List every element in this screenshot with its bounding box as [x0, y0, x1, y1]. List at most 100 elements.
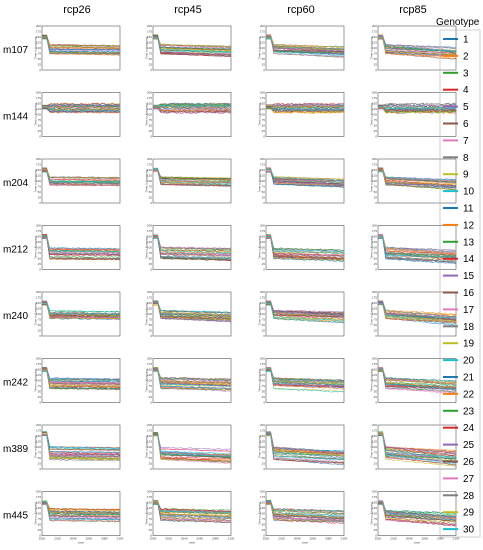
series-line-genotype-27	[42, 105, 121, 109]
x-tick-label: 2040	[70, 537, 77, 541]
legend-label: 4	[463, 85, 469, 96]
y-axis-label: Time to flowering	[370, 502, 374, 525]
series-line-genotype-1	[378, 235, 457, 253]
y-tick-label: 25	[38, 63, 42, 67]
y-tick-label: 100	[36, 246, 41, 250]
series-line-genotype-18	[42, 371, 121, 390]
series-line-genotype-23	[42, 500, 121, 516]
y-tick-label: 175	[260, 96, 265, 100]
series-line-genotype-23	[153, 102, 232, 109]
series-line-genotype-23	[42, 367, 121, 390]
series-line-genotype-29	[153, 501, 232, 517]
series-line-genotype-12	[378, 435, 457, 451]
y-tick-label: 100	[260, 113, 265, 117]
y-tick-label: 125	[147, 373, 152, 377]
y-tick-label: 50	[374, 390, 378, 394]
legend-label: 28	[463, 491, 475, 502]
series-line-genotype-29	[266, 168, 345, 180]
legend-item-25: 25	[443, 440, 475, 451]
y-tick-label: 25	[374, 129, 378, 133]
series-line-genotype-25	[266, 431, 345, 454]
series-line-genotype-30	[266, 302, 345, 322]
series-line-genotype-19	[153, 37, 232, 48]
x-axis-label: year	[414, 541, 420, 545]
series-line-genotype-26	[266, 504, 345, 520]
series-line-genotype-30	[153, 301, 232, 314]
y-tick-label: 100	[260, 445, 265, 449]
series-line-genotype-30	[378, 236, 457, 258]
x-tick-label: 2020	[165, 537, 172, 541]
series-line-genotype-18	[42, 238, 121, 255]
y-tick-label: 150	[260, 434, 265, 438]
y-tick-label: 100	[36, 312, 41, 316]
y-tick-label: 150	[372, 434, 377, 438]
y-tick-label: 75	[149, 251, 153, 255]
y-tick-label: 50	[262, 124, 266, 128]
y-tick-label: 150	[147, 368, 152, 372]
y-tick-label: 0	[150, 534, 152, 538]
plot-frame	[377, 225, 457, 270]
series-line-genotype-25	[42, 237, 121, 255]
y-tick-label: 175	[372, 30, 377, 34]
series-line-genotype-16	[266, 503, 345, 512]
series-line-genotype-28	[266, 104, 345, 112]
legend-label: 1	[463, 35, 469, 46]
series-line-genotype-18	[266, 234, 345, 251]
y-tick-label: 25	[38, 329, 42, 333]
series-line-genotype-24	[153, 303, 232, 314]
y-tick-label: 175	[147, 163, 152, 167]
y-tick-label: 100	[36, 379, 41, 383]
series-line-genotype-20	[153, 238, 232, 259]
series-line-genotype-28	[378, 35, 457, 50]
y-tick-label: 125	[372, 174, 377, 178]
x-tick-label: 2100	[341, 537, 348, 541]
y-tick-label: 100	[260, 46, 265, 50]
series-line-genotype-24	[378, 502, 457, 522]
y-axis-label: Time to flowering	[370, 236, 374, 259]
y-axis-label: Time to flowering	[258, 169, 262, 192]
y-tick-label: 200	[147, 290, 152, 294]
y-tick-label: 100	[147, 113, 152, 117]
series-line-genotype-11	[42, 435, 121, 457]
series-line-genotype-30	[153, 434, 232, 457]
y-tick-label: 200	[147, 423, 152, 427]
x-tick-label: 2060	[196, 537, 203, 541]
x-tick-label: 2080	[101, 537, 108, 541]
row-titles: m107 m144 m204 m212 m240 m242 m389 m445	[3, 45, 28, 522]
x-tick-label: 2040	[181, 537, 188, 541]
series-line-genotype-3	[378, 368, 457, 383]
y-tick-label: 200	[260, 224, 265, 228]
series-line-genotype-13	[153, 371, 232, 391]
y-tick-label: 175	[147, 30, 152, 34]
series-line-genotype-24	[378, 235, 457, 256]
legend-label: 24	[463, 423, 475, 434]
x-axis-label: year	[189, 541, 195, 545]
plot-frame	[265, 25, 345, 71]
series-line-genotype-27	[378, 368, 457, 385]
series-line-genotype-30	[266, 236, 345, 255]
plot-frame	[41, 158, 121, 204]
series-line-genotype-23	[153, 370, 232, 381]
y-tick-label: 25	[149, 528, 153, 532]
series-line-genotype-30	[42, 171, 121, 183]
series-line-genotype-26	[153, 300, 232, 320]
y-tick-label: 25	[262, 329, 266, 333]
y-tick-label: 125	[36, 373, 41, 377]
y-tick-label: 0	[150, 467, 152, 471]
y-axis-label: Time to flowering	[258, 103, 262, 126]
series-line-genotype-22	[378, 303, 457, 323]
series-line-genotype-26	[266, 169, 345, 182]
legend-item-2: 2	[443, 51, 469, 62]
y-tick-label: 175	[372, 429, 377, 433]
series-line-genotype-13	[378, 235, 457, 256]
x-tick-label: 2000	[263, 537, 270, 541]
series-line-genotype-28	[153, 36, 232, 55]
